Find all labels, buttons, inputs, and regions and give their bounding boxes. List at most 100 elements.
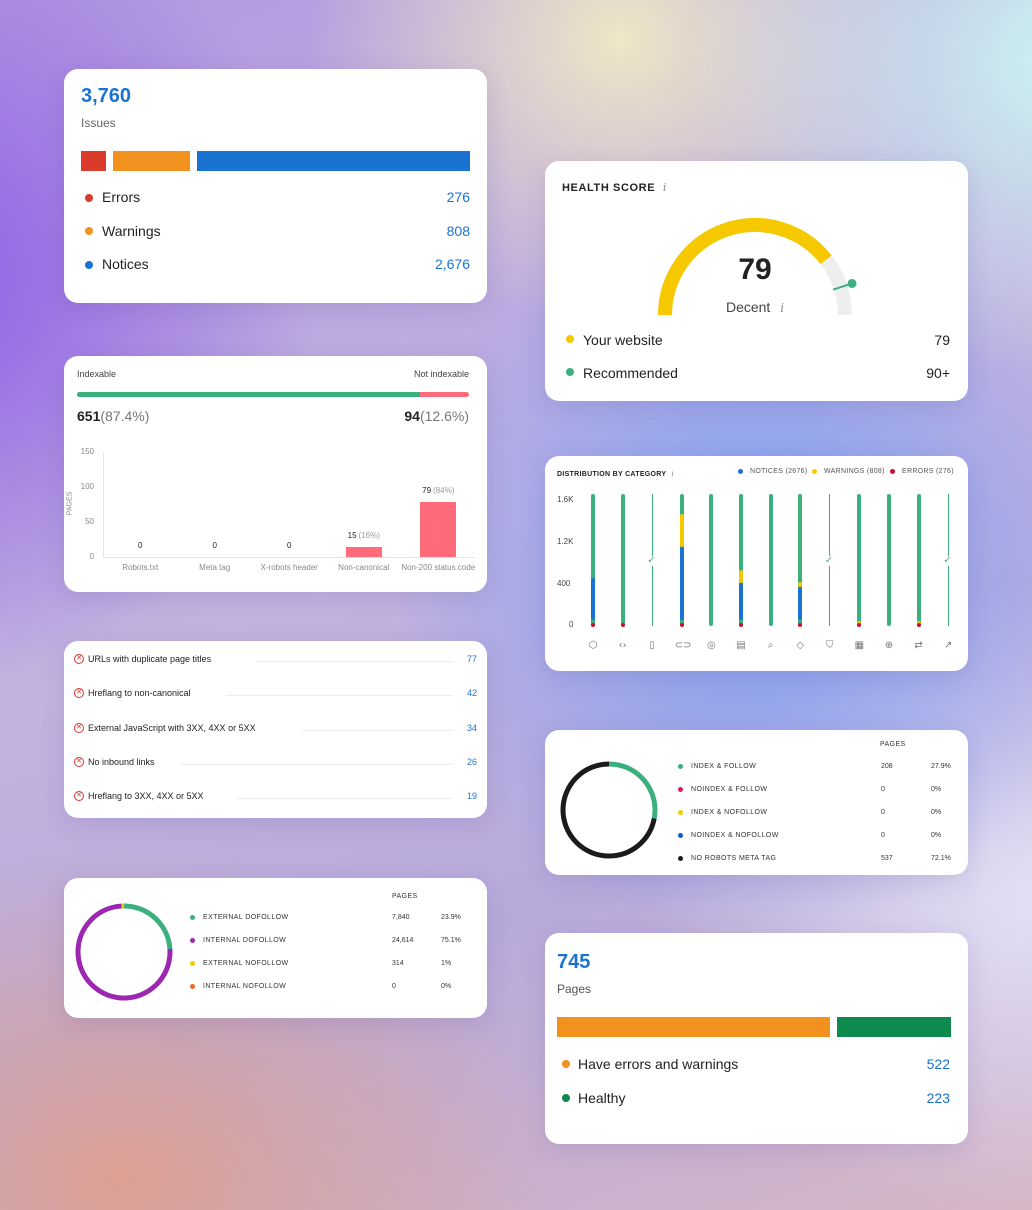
bar-segment <box>739 569 743 584</box>
tag-icon[interactable]: ◇ <box>796 640 805 651</box>
bar[interactable] <box>345 546 382 557</box>
row-count: 208 <box>881 763 893 770</box>
category-bar[interactable] <box>857 494 862 626</box>
y-axis-label: PAGES <box>66 491 74 516</box>
legend-dot <box>190 915 195 920</box>
row-divider <box>256 661 453 662</box>
legend-dot <box>190 938 195 943</box>
globe-icon[interactable]: ⊕ <box>884 640 894 651</box>
warnings-dot <box>85 227 93 235</box>
category-bar[interactable] <box>709 494 714 626</box>
category-label: Non-200 status code <box>401 563 476 572</box>
issue-list-item[interactable]: ✕ Hreflang to 3XX, 4XX or 5XX 19 <box>74 790 477 806</box>
recommended-label: Recommended <box>583 365 678 381</box>
issue-list-item[interactable]: ✕ No inbound links 26 <box>74 756 477 772</box>
legend-label: EXTERNAL DOFOLLOW <box>203 914 289 921</box>
indexable-bar-fill <box>77 392 420 397</box>
distribution-card: DISTRIBUTION BY CATEGORY i NOTICES (2676… <box>545 456 968 671</box>
gauge-fill <box>658 218 832 316</box>
document-icon[interactable]: ▤ <box>736 640 746 651</box>
bar[interactable] <box>420 501 457 557</box>
search-icon[interactable]: ⌕ <box>767 640 774 651</box>
grid-icon[interactable]: ▦ <box>854 640 865 651</box>
recommended-value: 90+ <box>926 365 950 381</box>
rating-info-icon[interactable]: i <box>780 301 785 315</box>
health-score-card: HEALTH SCORE i 79 Decent i Your website … <box>545 161 968 401</box>
pages-total: 745 <box>557 951 591 973</box>
legend-errors[interactable]: ERRORS (276) <box>902 468 954 475</box>
bar-segment <box>591 623 595 627</box>
your-website-label: Your website <box>583 332 663 348</box>
legend-warnings[interactable]: WARNINGS (808) <box>824 468 885 475</box>
code-icon[interactable]: ‹› <box>618 640 627 651</box>
y-tick: 0 <box>89 552 94 561</box>
issue-count[interactable]: 34 <box>466 722 477 733</box>
errors-bar <box>81 151 106 171</box>
robots-donut <box>560 761 658 859</box>
shield-icon[interactable]: ⛉ <box>826 640 834 651</box>
row-divider <box>179 763 453 765</box>
bar-value-label: 0 <box>138 541 143 550</box>
distribution-title: DISTRIBUTION BY CATEGORY i <box>557 470 675 478</box>
legend-dot <box>190 984 195 989</box>
bar-segment <box>798 581 803 587</box>
bar-segment <box>679 547 684 620</box>
donut-segment[interactable] <box>75 903 173 1001</box>
notices-bar <box>197 151 470 171</box>
category-bar[interactable] <box>798 494 803 626</box>
bar-segment <box>798 623 803 627</box>
healthy-value[interactable]: 223 <box>926 1090 950 1106</box>
notices-value[interactable]: 2,676 <box>434 256 470 272</box>
issue-count[interactable]: 77 <box>466 654 477 664</box>
issue-list-item[interactable]: ✕ Hreflang to non-canonical 42 <box>74 687 477 703</box>
health-score-title: HEALTH SCORE i <box>562 181 667 194</box>
redirect-icon[interactable]: ⇄ <box>914 640 923 651</box>
bar-segment <box>739 623 743 627</box>
y-tick: 150 <box>80 447 94 456</box>
donut-segment[interactable] <box>75 903 173 1001</box>
info-icon[interactable]: i <box>662 181 667 194</box>
legend-notices[interactable]: NOTICES (2676) <box>750 468 808 475</box>
donut-segment[interactable] <box>560 761 658 859</box>
warnings-value[interactable]: 808 <box>446 223 470 239</box>
row-percent: 0% <box>931 786 942 793</box>
error-icon: ✕ <box>74 791 84 802</box>
cube-icon[interactable]: ⬡ <box>588 640 598 651</box>
issue-count[interactable]: 19 <box>466 791 477 802</box>
category-bar[interactable] <box>916 494 921 626</box>
y-tick: 0 <box>569 620 574 629</box>
healthy-label: Healthy <box>578 1090 626 1106</box>
issues-card: 3,760 Issues Errors 276 Warnings 808 Not… <box>64 69 487 303</box>
legend-label: INTERNAL DOFOLLOW <box>203 937 287 944</box>
y-tick: 100 <box>80 482 94 491</box>
errors-value[interactable]: 276 <box>446 189 470 205</box>
error-icon: ✕ <box>74 654 84 664</box>
trend-icon[interactable]: ↗ <box>943 640 953 651</box>
bar-value-label: 15 (16%) <box>347 530 380 540</box>
links-card: PAGES EXTERNAL DOFOLLOW 7,840 23.9% INTERNA… <box>64 878 487 1018</box>
issue-count[interactable]: 42 <box>466 688 477 699</box>
legend-label: NO ROBOTS META TAG <box>691 855 777 862</box>
category-bar[interactable] <box>887 494 891 626</box>
category-bar[interactable] <box>591 494 595 626</box>
bar-segment <box>591 577 595 620</box>
category-bar[interactable] <box>739 494 743 626</box>
category-bar[interactable] <box>768 494 773 626</box>
indexability-card: Indexable Not indexable 651(87.4%) 94(12… <box>64 356 487 592</box>
issue-list-item[interactable]: ✕ URLs with duplicate page titles 77 <box>74 653 477 669</box>
health-score-value: 79 <box>738 253 772 286</box>
legend-dot <box>190 961 195 966</box>
issue-list-item[interactable]: ✕ External JavaScript with 3XX, 4XX or 5X… <box>74 722 477 738</box>
bar-segment <box>798 587 803 620</box>
link-icon[interactable]: ⊂⊃ <box>674 640 692 651</box>
settings-icon[interactable]: ◎ <box>707 640 716 651</box>
mobile-icon[interactable]: ▯ <box>649 640 655 651</box>
category-bar[interactable] <box>620 494 625 626</box>
errors-warnings-value[interactable]: 522 <box>926 1056 950 1072</box>
info-icon[interactable]: i <box>671 470 675 478</box>
y-tick: 1.6K <box>557 495 574 504</box>
issue-count[interactable]: 26 <box>466 756 477 767</box>
check-icon: ✓ <box>943 555 952 566</box>
notices-label: Notices <box>102 256 149 272</box>
row-percent: 23.9% <box>441 914 461 921</box>
